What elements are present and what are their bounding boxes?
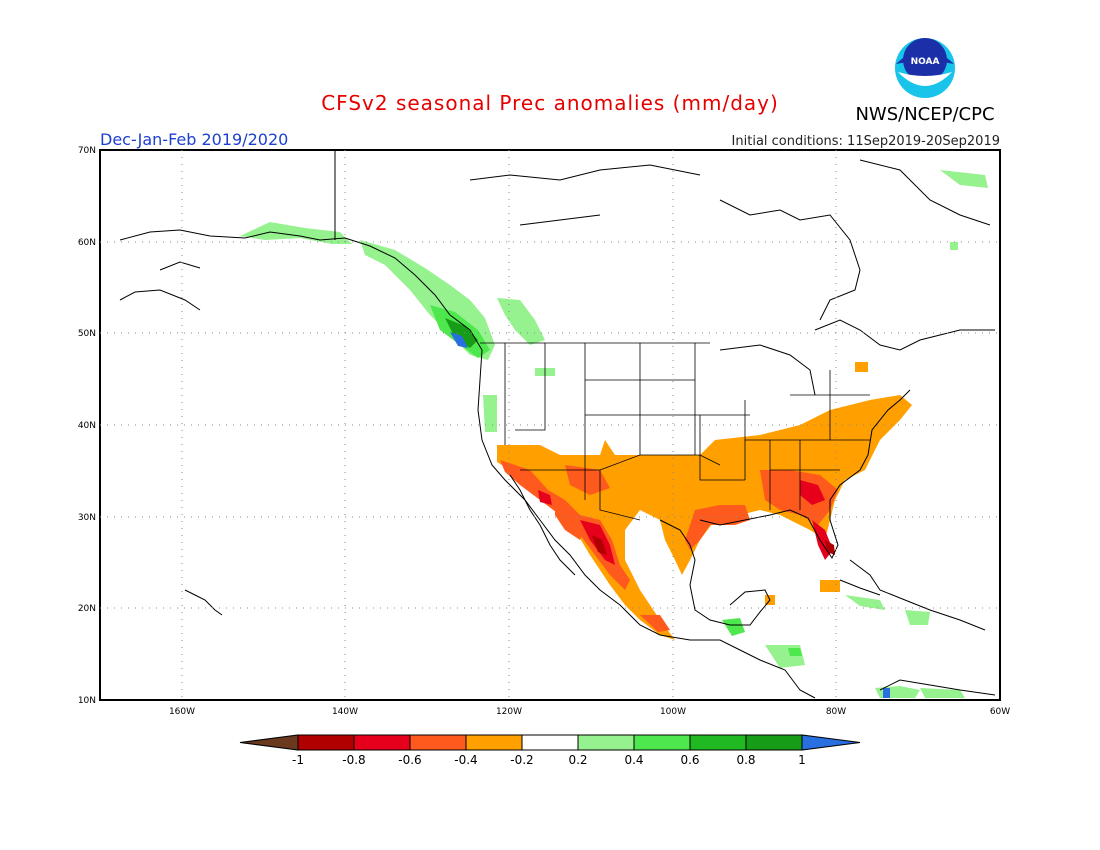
lat-tick-60n: 60N — [78, 238, 96, 248]
agency-label: NWS/NCEP/CPC — [855, 104, 994, 125]
anomaly-shading — [240, 170, 988, 698]
colorbar-label: -0.2 — [510, 753, 533, 767]
lon-tick-140w: 140W — [332, 707, 358, 717]
colorbar-label: -0.4 — [454, 753, 477, 767]
lat-tick-70n: 70N — [78, 146, 96, 156]
lat-tick-40n: 40N — [78, 421, 96, 431]
colorbar-label: 0.6 — [680, 753, 699, 767]
colorbar-label: 0.8 — [736, 753, 755, 767]
colorbar-swatch — [577, 734, 635, 751]
lat-tick-50n: 50N — [78, 329, 96, 339]
colorbar-swatch — [297, 734, 355, 751]
state-borders — [480, 342, 870, 521]
initial-conditions-label: Initial conditions: 11Sep2019-20Sep2019 — [732, 134, 1000, 149]
colorbar-swatch — [745, 734, 803, 751]
colorbar-label: -0.6 — [398, 753, 421, 767]
graticule — [100, 150, 1000, 700]
colorbar-label: 1 — [798, 753, 806, 767]
colorbar-swatch — [521, 734, 579, 751]
lat-tick-30n: 30N — [78, 513, 96, 523]
map-title: CFSv2 seasonal Prec anomalies (mm/day) — [321, 91, 779, 115]
colorbar-label: 0.4 — [624, 753, 643, 767]
colorbar: -1 -0.8 -0.6 -0.4 -0.2 0.2 0.4 0.6 0.8 1 — [239, 734, 861, 767]
noaa-logo-text: NOAA — [911, 57, 940, 67]
colorbar-swatch — [689, 734, 747, 751]
lon-tick-120w: 120W — [496, 707, 522, 717]
colorbar-arrow-low — [239, 734, 299, 751]
colorbar-label: 0.2 — [568, 753, 587, 767]
period-label: Dec-Jan-Feb 2019/2020 — [100, 130, 288, 149]
colorbar-swatch — [353, 734, 411, 751]
colorbar-swatch — [633, 734, 691, 751]
noaa-logo: NOAA — [895, 38, 955, 98]
lat-tick-20n: 20N — [78, 604, 96, 614]
lat-tick-10n: 10N — [78, 696, 96, 706]
lat-tick-labels: 70N 60N 50N 40N 30N 20N 10N — [78, 146, 96, 706]
lon-tick-labels: 160W 140W 120W 100W 80W 60W — [169, 707, 1010, 717]
colorbar-swatch — [465, 734, 523, 751]
lon-tick-160w: 160W — [169, 707, 195, 717]
colorbar-label: -0.8 — [342, 753, 365, 767]
coastlines — [119, 150, 996, 699]
lon-tick-80w: 80W — [826, 707, 846, 717]
colorbar-label: -1 — [292, 753, 304, 767]
lon-tick-100w: 100W — [660, 707, 686, 717]
colorbar-swatch — [409, 734, 467, 751]
colorbar-arrow-high — [801, 734, 861, 751]
lon-tick-60w: 60W — [990, 707, 1010, 717]
